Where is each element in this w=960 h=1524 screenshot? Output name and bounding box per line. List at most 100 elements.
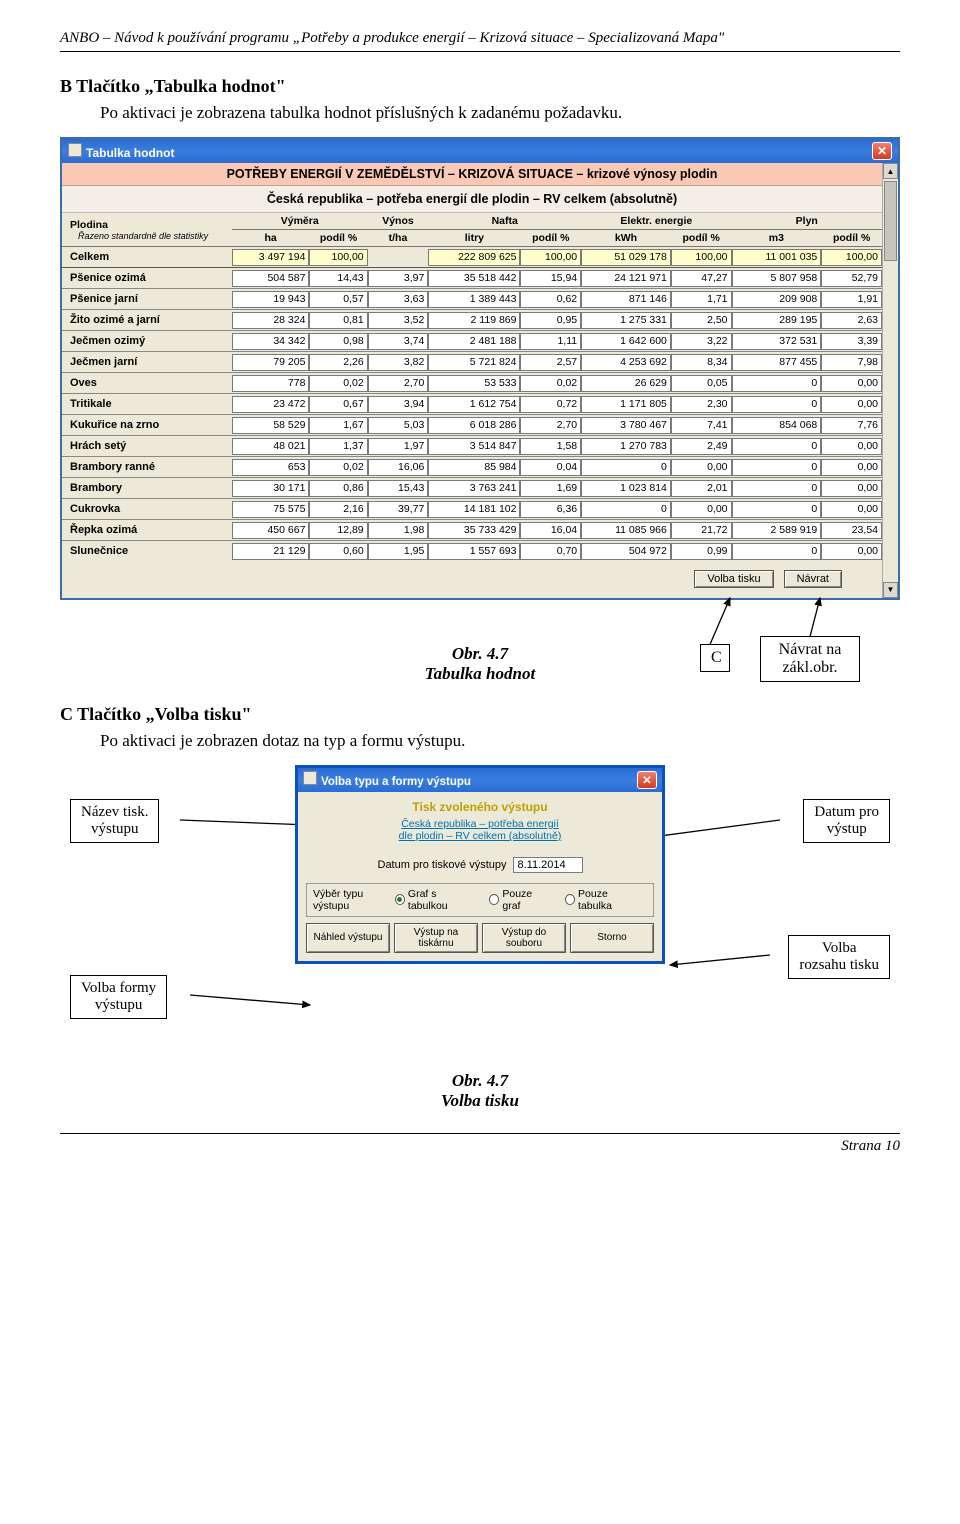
table-cell: 75 575 [232, 501, 310, 518]
table-cell: 30 171 [232, 480, 310, 497]
fig47b-line1: Obr. 4.7 [60, 1071, 900, 1091]
col-vymera: Výměra [232, 213, 368, 230]
table-cell: 3,52 [368, 312, 429, 329]
table-cell: 1 612 754 [428, 396, 520, 413]
table-cell: 1 171 805 [581, 396, 671, 413]
table-cell: 1 275 331 [581, 312, 671, 329]
table-cell: 3 780 467 [581, 417, 671, 434]
section-b-text: Po aktivaci je zobrazena tabulka hodnot … [100, 103, 900, 123]
table-row: Cukrovka75 5752,1639,7714 181 1026,3600,… [62, 499, 882, 520]
table-cell: 2,49 [671, 438, 732, 455]
date-input[interactable]: 8.11.2014 [513, 857, 583, 873]
table-cell: 1,69 [520, 480, 581, 497]
vystup-tiskarnu-button[interactable]: Výstup na tiskárnu [394, 923, 478, 953]
nazev-line2: výstupu [91, 821, 139, 837]
scroll-down-icon[interactable]: ▼ [883, 582, 898, 598]
table-row: Pšenice jarní19 9430,573,631 389 4430,62… [62, 289, 882, 310]
table-cell: 14,43 [309, 270, 367, 287]
table-cell: 0,60 [309, 543, 367, 560]
table-cell: 0,67 [309, 396, 367, 413]
window-title: Tabulka hodnot [86, 146, 174, 160]
table-cell: 3 763 241 [428, 480, 520, 497]
navrat-button[interactable]: Návrat [784, 570, 842, 588]
scroll-up-icon[interactable]: ▲ [883, 163, 898, 179]
table-cell: 48 021 [232, 438, 310, 455]
row-name: Brambory ranné [62, 457, 232, 478]
vystup-souboru-button[interactable]: Výstup do souboru [482, 923, 566, 953]
col-tha: t/ha [368, 230, 429, 247]
vertical-scrollbar[interactable]: ▲ ▼ [882, 163, 898, 598]
table-cell: 0 [732, 396, 822, 413]
dialog-title: Volba typu a formy výstupu [321, 776, 471, 788]
table-cell: 5 721 824 [428, 354, 520, 371]
table-cell: 1,97 [368, 438, 429, 455]
table-cell: 3,97 [368, 270, 429, 287]
section-c-heading: C Tlačítko „Volba tisku" [60, 704, 900, 725]
table-cell: 2,16 [309, 501, 367, 518]
section-c-text: Po aktivaci je zobrazen dotaz na typ a f… [100, 731, 900, 751]
row-name: Žito ozimé a jarní [62, 310, 232, 331]
table-cell: 1 642 600 [581, 333, 671, 350]
date-label: Datum pro tiskové výstupy [378, 859, 507, 871]
radio3-label: Pouze tabulka [578, 888, 639, 912]
row-name: Pšenice jarní [62, 289, 232, 310]
nahled-vystupu-button[interactable]: Náhled výstupu [306, 923, 390, 953]
table-cell: 12,89 [309, 522, 367, 539]
rozsahu-line2: rozsahu tisku [799, 957, 879, 973]
table-cell: 0,00 [821, 438, 882, 455]
date-row: Datum pro tiskové výstupy 8.11.2014 [306, 857, 654, 873]
row-name: Řepka ozimá [62, 520, 232, 541]
close-icon[interactable]: ✕ [872, 142, 892, 160]
table-cell: 24 121 971 [581, 270, 671, 287]
table-cell: 2 119 869 [428, 312, 520, 329]
table-cell: 6,36 [520, 501, 581, 518]
radio-graf-s-tabulkou[interactable]: Graf s tabulkou [395, 888, 473, 912]
volba-formy-callout: Volba formy výstupu [70, 975, 167, 1019]
col-ha-pct: podíl % [309, 230, 367, 247]
fig47b-line2: Volba tisku [60, 1091, 900, 1111]
volba-rozsahu-callout: Volba rozsahu tisku [788, 935, 890, 979]
dialog-subtitle: Česká republika – potřeba energií dle pl… [306, 818, 654, 847]
table-cell: 372 531 [732, 333, 822, 350]
dialog-close-icon[interactable]: ✕ [637, 771, 657, 789]
table-cell: 0 [732, 543, 822, 560]
table-cell: 0,98 [309, 333, 367, 350]
table-row: Kukuřice na zrno58 5291,675,036 018 2862… [62, 415, 882, 436]
table-cell: 1,71 [671, 291, 732, 308]
table-cell: 1,37 [309, 438, 367, 455]
volba-tisku-button[interactable]: Volba tisku [694, 570, 773, 588]
radio-pouze-tabulka[interactable]: Pouze tabulka [565, 888, 639, 912]
footer-rule [60, 1133, 900, 1134]
storno-button[interactable]: Storno [570, 923, 654, 953]
radio2-label: Pouze graf [502, 888, 548, 912]
table-cell: 1 557 693 [428, 543, 520, 560]
table-row: Celkem3 497 194100,00222 809 625100,0051… [62, 247, 882, 268]
table-cell: 2,01 [671, 480, 732, 497]
table-cell: 0,99 [671, 543, 732, 560]
row-name: Hrách setý [62, 436, 232, 457]
fig-4-7b-caption: Obr. 4.7 Volba tisku [60, 1071, 900, 1111]
dialog-panel: Tisk zvoleného výstupu Česká republika –… [298, 792, 662, 961]
col-ha: ha [232, 230, 310, 247]
table-cell: 0 [732, 459, 822, 476]
table-cell: 2,57 [520, 354, 581, 371]
table-cell: 21,72 [671, 522, 732, 539]
table-cell: 39,77 [368, 501, 429, 518]
table-cell: 877 455 [732, 354, 822, 371]
table-cell: 2,30 [671, 396, 732, 413]
dialog-button-row: Náhled výstupu Výstup na tiskárnu Výstup… [306, 923, 654, 953]
tabulka-hodnot-window: Tabulka hodnot ✕ POTŘEBY ENERGIÍ V ZEMĚD… [60, 137, 900, 600]
volba-tisku-dialog: Volba typu a formy výstupu ✕ Tisk zvolen… [295, 765, 665, 964]
table-cell: 653 [232, 459, 310, 476]
table-cell: 0,00 [821, 396, 882, 413]
table-cell: 26 629 [581, 375, 671, 392]
scroll-thumb[interactable] [884, 181, 897, 261]
table-cell: 0,04 [520, 459, 581, 476]
table-area: Plodina Řazeno standardně dle statistiky… [62, 213, 882, 562]
row-name: Tritikale [62, 394, 232, 415]
table-cell: 34 342 [232, 333, 310, 350]
col-vynos: Výnos [368, 213, 429, 230]
table-cell: 21 129 [232, 543, 310, 560]
radio-pouze-graf[interactable]: Pouze graf [489, 888, 549, 912]
table-cell: 0,86 [309, 480, 367, 497]
